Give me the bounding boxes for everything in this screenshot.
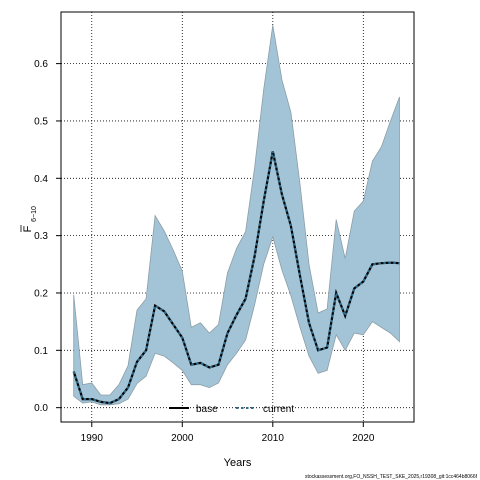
y-tick-label: 0.4 [34, 174, 48, 185]
x-tick-label: 2020 [352, 433, 375, 444]
y-tick-label: 0.6 [34, 59, 48, 70]
series-current-line [72, 151, 400, 405]
y-axis: 0.0 0.1 0.2 0.3 0.4 0.5 0.6 [34, 59, 61, 414]
y-tick-label: 0.1 [34, 346, 48, 357]
legend: base current [169, 404, 294, 415]
x-tick-label: 2000 [171, 433, 194, 444]
y-axis-label-subscript: 6−10 [31, 206, 38, 222]
y-tick-label: 0.3 [34, 231, 48, 242]
legend-base-label: base [196, 404, 218, 415]
series-lines [72, 151, 400, 405]
plot-frame [60, 11, 415, 423]
x-tick-label: 2010 [262, 433, 285, 444]
x-tick-label: 1990 [81, 433, 104, 444]
y-axis-label-main: F [22, 225, 34, 232]
y-tick-label: 0.2 [34, 288, 48, 299]
y-tick-label: 0.0 [34, 403, 48, 414]
legend-current-label: current [263, 404, 294, 415]
y-axis-label: F 6−10 [20, 206, 38, 232]
x-axis-label: Years [224, 457, 252, 469]
x-axis: 1990 2000 2010 2020 [81, 422, 375, 444]
y-tick-label: 0.5 [34, 116, 48, 127]
footer-credit: stockassessment.org,FO_NSSH_TEST_SKE_202… [305, 474, 478, 480]
